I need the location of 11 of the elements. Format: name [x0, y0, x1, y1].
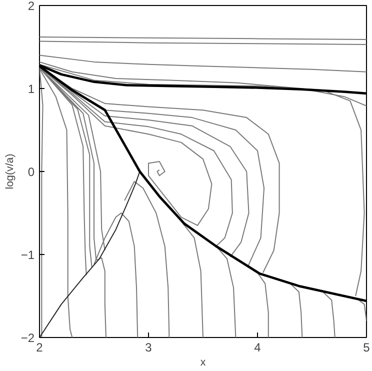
y-axis-title: log(v/a)	[4, 154, 16, 190]
y-tick-label: 1	[28, 82, 35, 96]
x-tick-label: 5	[363, 340, 370, 354]
y-tick-label: 0	[28, 165, 35, 179]
y-tick-label: −1	[20, 248, 35, 262]
x-tick-label: 4	[254, 340, 262, 354]
x-tick-label: 3	[145, 340, 152, 354]
y-tick-label: −2	[20, 331, 35, 345]
y-tick-label: 2	[28, 0, 35, 13]
x-axis-title: x	[200, 356, 206, 368]
x-tick-label: 2	[36, 340, 44, 354]
